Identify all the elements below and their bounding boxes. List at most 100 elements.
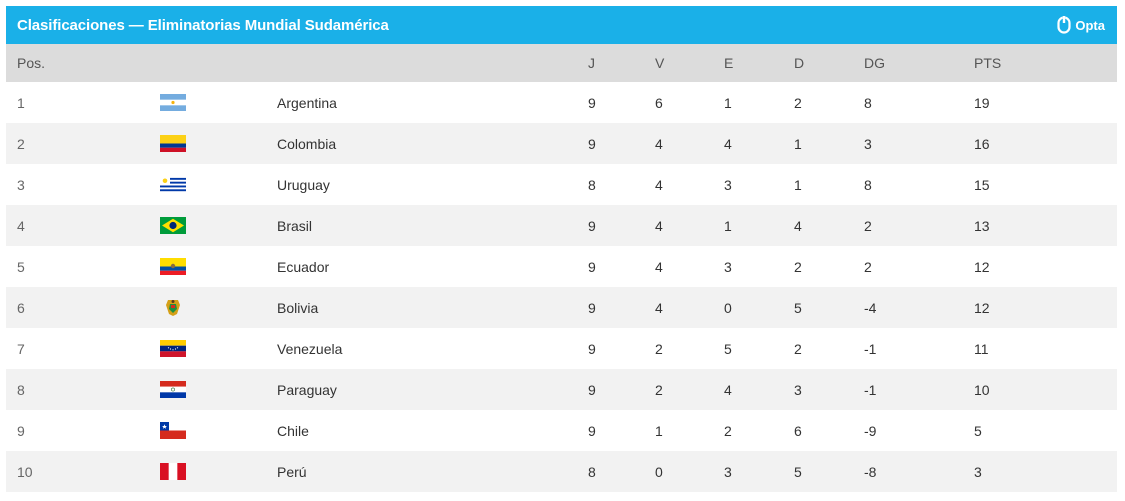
flag-cell <box>159 299 277 316</box>
opta-logo-icon <box>1057 16 1071 34</box>
points-cell: 10 <box>974 381 990 398</box>
column-header-draws[interactable]: E <box>724 55 734 71</box>
losses-cell: 2 <box>794 258 802 275</box>
played-cell: 8 <box>588 176 596 193</box>
goal-difference-cell: -8 <box>864 463 877 480</box>
position-cell: 3 <box>17 176 25 193</box>
wins-cell: 0 <box>655 463 663 480</box>
goal-difference-cell: -1 <box>864 381 877 398</box>
position-cell: 4 <box>17 217 25 234</box>
played-cell: 9 <box>588 422 596 439</box>
position-cell: 8 <box>17 381 25 398</box>
draws-cell: 4 <box>724 135 732 152</box>
played-cell: 8 <box>588 463 596 480</box>
losses-cell: 5 <box>794 299 802 316</box>
table-row-ecuador[interactable]: 5 Ecuador 9 4 3 2 2 12 <box>6 246 1117 287</box>
standings-widget: Clasificaciones — Eliminatorias Mundial … <box>6 6 1117 492</box>
draws-cell: 1 <box>724 94 732 111</box>
team-name-cell[interactable]: Brasil <box>277 217 313 234</box>
column-header-losses[interactable]: D <box>794 55 805 71</box>
goal-difference-cell: 2 <box>864 258 872 275</box>
losses-cell: 3 <box>794 381 802 398</box>
position-cell: 9 <box>17 422 25 439</box>
flag-cell <box>159 463 277 480</box>
table-row-colombia[interactable]: 2 Colombia 9 4 4 1 3 16 <box>6 123 1117 164</box>
goal-difference-cell: -4 <box>864 299 877 316</box>
played-cell: 9 <box>588 135 596 152</box>
column-header-goal-difference[interactable]: DG <box>864 55 885 71</box>
table-row-paraguay[interactable]: 8 Paraguay 9 2 4 3 -1 10 <box>6 369 1117 410</box>
wins-cell: 2 <box>655 340 663 357</box>
points-cell: 19 <box>974 94 990 111</box>
flag-cell <box>159 381 277 398</box>
losses-cell: 2 <box>794 340 802 357</box>
points-cell: 12 <box>974 258 990 275</box>
uruguay-flag-icon <box>160 176 186 193</box>
team-name-cell[interactable]: Uruguay <box>277 176 330 193</box>
flag-cell <box>159 217 277 234</box>
chile-flag-icon <box>160 422 186 439</box>
wins-cell: 1 <box>655 422 663 439</box>
losses-cell: 1 <box>794 135 802 152</box>
team-name-cell[interactable]: Ecuador <box>277 258 330 275</box>
table-row-venezuela[interactable]: 7 Venezuela 9 2 5 2 -1 11 <box>6 328 1117 369</box>
team-name-cell[interactable]: Colombia <box>277 135 337 152</box>
draws-cell: 0 <box>724 299 732 316</box>
played-cell: 9 <box>588 94 596 111</box>
column-header-wins[interactable]: V <box>655 55 665 71</box>
venezuela-flag-icon <box>160 340 186 357</box>
wins-cell: 4 <box>655 258 663 275</box>
position-cell: 7 <box>17 340 25 357</box>
draws-cell: 3 <box>724 463 732 480</box>
table-row-brasil[interactable]: 4 Brasil 9 4 1 4 2 13 <box>6 205 1117 246</box>
position-cell: 1 <box>17 94 25 111</box>
team-name-cell[interactable]: Venezuela <box>277 340 343 357</box>
wins-cell: 4 <box>655 176 663 193</box>
team-name-cell[interactable]: Paraguay <box>277 381 337 398</box>
paraguay-flag-icon <box>160 381 186 398</box>
played-cell: 9 <box>588 299 596 316</box>
position-cell: 6 <box>17 299 25 316</box>
losses-cell: 4 <box>794 217 802 234</box>
wins-cell: 6 <box>655 94 663 111</box>
column-header-pos: Pos. <box>17 55 46 71</box>
flag-cell <box>159 422 277 439</box>
colombia-flag-icon <box>160 135 186 152</box>
wins-cell: 2 <box>655 381 663 398</box>
column-header-row: Pos. J V E D DG PTS <box>6 44 1117 82</box>
column-header-points[interactable]: PTS <box>974 55 1002 71</box>
goal-difference-cell: 3 <box>864 135 872 152</box>
position-cell: 10 <box>17 463 33 480</box>
played-cell: 9 <box>588 340 596 357</box>
table-row-chile[interactable]: 9 Chile 9 1 2 6 -9 5 <box>6 410 1117 451</box>
losses-cell: 2 <box>794 94 802 111</box>
ecuador-flag-icon <box>160 258 186 275</box>
table-row-peru[interactable]: 10 Perú 8 0 3 5 -8 3 <box>6 451 1117 492</box>
team-name-cell[interactable]: Argentina <box>277 94 337 111</box>
played-cell: 9 <box>588 217 596 234</box>
flag-cell <box>159 258 277 275</box>
opta-logo-text: Opta <box>1075 17 1105 33</box>
team-name-cell[interactable]: Bolivia <box>277 299 319 316</box>
points-cell: 3 <box>974 463 982 480</box>
draws-cell: 3 <box>724 258 732 275</box>
flag-cell <box>159 176 277 193</box>
goal-difference-cell: 2 <box>864 217 872 234</box>
team-name-cell[interactable]: Chile <box>277 422 309 439</box>
goal-difference-cell: -1 <box>864 340 877 357</box>
wins-cell: 4 <box>655 135 663 152</box>
played-cell: 9 <box>588 258 596 275</box>
points-cell: 12 <box>974 299 990 316</box>
table-row-argentina[interactable]: 1 Argentina 9 6 1 2 8 19 <box>6 82 1117 123</box>
table-row-uruguay[interactable]: 3 Uruguay 8 4 3 1 8 15 <box>6 164 1117 205</box>
bolivia-crest-icon <box>166 300 180 316</box>
goal-difference-cell: -9 <box>864 422 877 439</box>
opta-logo[interactable]: Opta <box>1057 16 1105 34</box>
column-header-played[interactable]: J <box>588 55 595 71</box>
team-name-cell[interactable]: Perú <box>277 463 307 480</box>
losses-cell: 6 <box>794 422 802 439</box>
flag-cell <box>159 135 277 152</box>
brazil-flag-icon <box>160 217 186 234</box>
goal-difference-cell: 8 <box>864 94 872 111</box>
table-row-bolivia[interactable]: 6 Bolivia 9 4 0 5 -4 12 <box>6 287 1117 328</box>
